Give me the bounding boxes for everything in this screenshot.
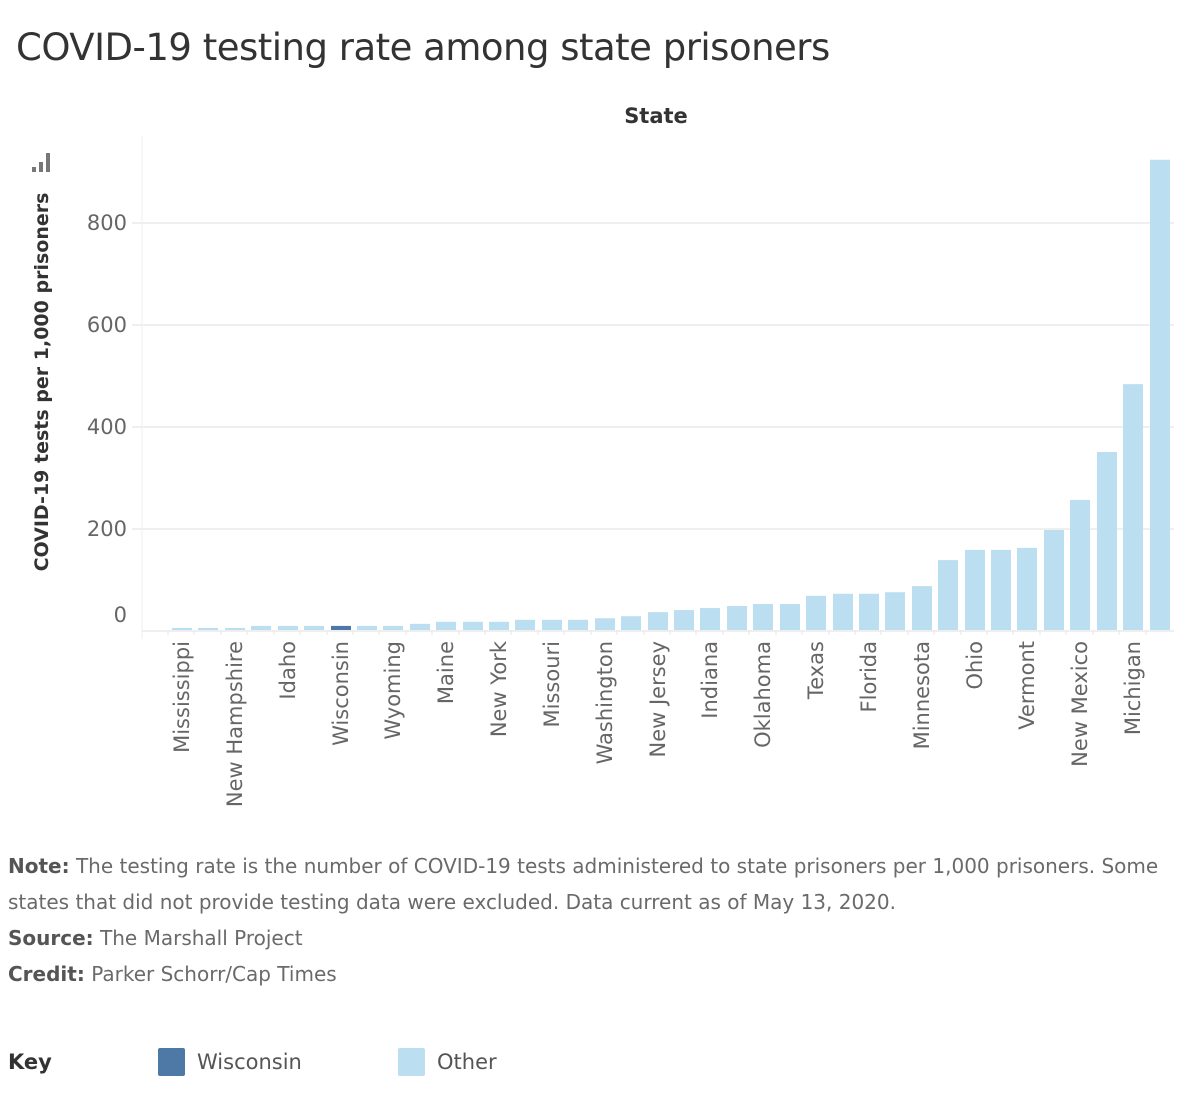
y-tick-label: 0	[114, 603, 127, 627]
x-axis-labels: Mississippi New Hampshire Idaho Wisconsin Wy…	[170, 640, 1145, 807]
legend-swatch-other	[398, 1048, 425, 1076]
bar	[304, 625, 324, 630]
bar	[965, 549, 985, 630]
source-label: Source:	[8, 926, 94, 950]
legend-title: Key	[8, 1050, 52, 1074]
x-tick-label: Missouri	[540, 641, 564, 727]
bar	[251, 625, 271, 630]
x-tick-label: Ohio	[963, 641, 987, 690]
bar	[1150, 159, 1170, 630]
x-tick-label: New Mexico	[1068, 641, 1092, 767]
bar-chart: 0 200 400 600 800 Mississippi New Hampshire Id…	[87, 136, 1174, 807]
bar	[331, 625, 351, 630]
y-tick-label: 800	[87, 211, 127, 235]
x-tick-label: Florida	[857, 641, 881, 712]
chart-title: COVID-19 testing rate among state prison…	[16, 26, 830, 69]
x-tick-label: Washington	[593, 641, 617, 764]
bar	[542, 619, 562, 630]
bar	[938, 560, 958, 630]
x-tick-label: Minnesota	[910, 641, 934, 749]
source-text: The Marshall Project	[93, 926, 303, 950]
sort-icon-bar	[32, 167, 36, 172]
y-tick-label: 200	[87, 517, 127, 541]
gridlines	[132, 136, 1174, 639]
x-tick-label: Maine	[434, 641, 458, 704]
bar	[674, 610, 694, 630]
bar	[621, 616, 641, 630]
bar	[648, 612, 668, 630]
bar	[806, 595, 826, 630]
note-label: Note:	[8, 854, 70, 878]
bar	[1123, 384, 1143, 630]
note-line: Note: The testing rate is the number of …	[8, 848, 1168, 920]
x-tick-label: Vermont	[1015, 641, 1039, 730]
bar	[780, 603, 800, 630]
bar	[727, 606, 747, 630]
bar	[700, 608, 720, 630]
legend-label: Wisconsin	[197, 1050, 302, 1074]
bar	[198, 627, 218, 630]
credit-label: Credit:	[8, 962, 85, 986]
x-tick-label: Mississippi	[170, 641, 194, 753]
x-tick-label: New Jersey	[646, 641, 670, 758]
sort-icon-bar	[46, 153, 50, 172]
x-tick-label: New Hampshire	[223, 641, 247, 807]
bars	[172, 159, 1170, 630]
bar	[410, 623, 430, 630]
source-line: Source: The Marshall Project	[8, 920, 1168, 956]
sort-icon-bar	[39, 162, 43, 172]
credit-text: Parker Schorr/Cap Times	[84, 962, 337, 986]
bar	[1017, 547, 1037, 630]
x-tick-label: Idaho	[276, 641, 300, 700]
legend-swatch-wisconsin	[158, 1048, 185, 1076]
legend-item-other[interactable]: Other	[398, 1046, 497, 1078]
x-tick-label: New York	[487, 640, 511, 737]
bar	[1044, 530, 1064, 630]
bar	[463, 621, 483, 630]
bar	[357, 625, 377, 630]
bar	[436, 621, 456, 630]
x-tick-label: Oklahoma	[751, 641, 775, 748]
bar	[885, 592, 905, 630]
bar	[991, 549, 1011, 630]
x-tick-label: Michigan	[1121, 641, 1145, 735]
bar	[1070, 499, 1090, 630]
x-tick-label: Texas	[804, 641, 828, 700]
x-tick-label: Wyoming	[381, 641, 405, 740]
sort-descending-icon[interactable]	[30, 152, 52, 172]
legend-label: Other	[437, 1050, 497, 1074]
bar	[172, 627, 192, 630]
bar	[753, 603, 773, 630]
bar	[595, 618, 615, 630]
x-axis-header: State	[624, 104, 688, 128]
legend-item-wisconsin[interactable]: Wisconsin	[158, 1046, 302, 1078]
y-tick-label: 600	[87, 313, 127, 337]
y-tick-label: 400	[87, 415, 127, 439]
bar	[1097, 451, 1117, 630]
credit-line: Credit: Parker Schorr/Cap Times	[8, 956, 1168, 992]
bar	[225, 627, 245, 630]
legend: Key Wisconsin Other	[8, 1046, 708, 1078]
notes-block: Note: The testing rate is the number of …	[8, 848, 1168, 992]
x-tick-label: Indiana	[698, 641, 722, 719]
y-axis-ticks: 0 200 400 600 800	[87, 211, 127, 627]
note-text: The testing rate is the number of COVID-…	[8, 854, 1159, 914]
bar	[859, 593, 879, 630]
bar	[383, 625, 403, 630]
bar	[912, 586, 932, 630]
bar	[278, 625, 298, 630]
x-axis-ticks	[167, 631, 1147, 635]
bar	[515, 619, 535, 630]
bar	[568, 619, 588, 630]
bar	[489, 621, 509, 630]
bar	[833, 593, 853, 630]
x-tick-label: Wisconsin	[329, 641, 353, 746]
